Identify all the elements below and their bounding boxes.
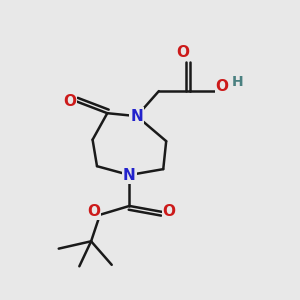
Text: O: O [163,204,176,219]
Text: H: H [232,75,244,89]
Text: O: O [87,204,100,219]
Text: O: O [176,45,189,60]
Text: N: N [130,109,143,124]
Text: N: N [123,167,136,182]
Text: O: O [216,79,229,94]
Text: O: O [63,94,76,109]
